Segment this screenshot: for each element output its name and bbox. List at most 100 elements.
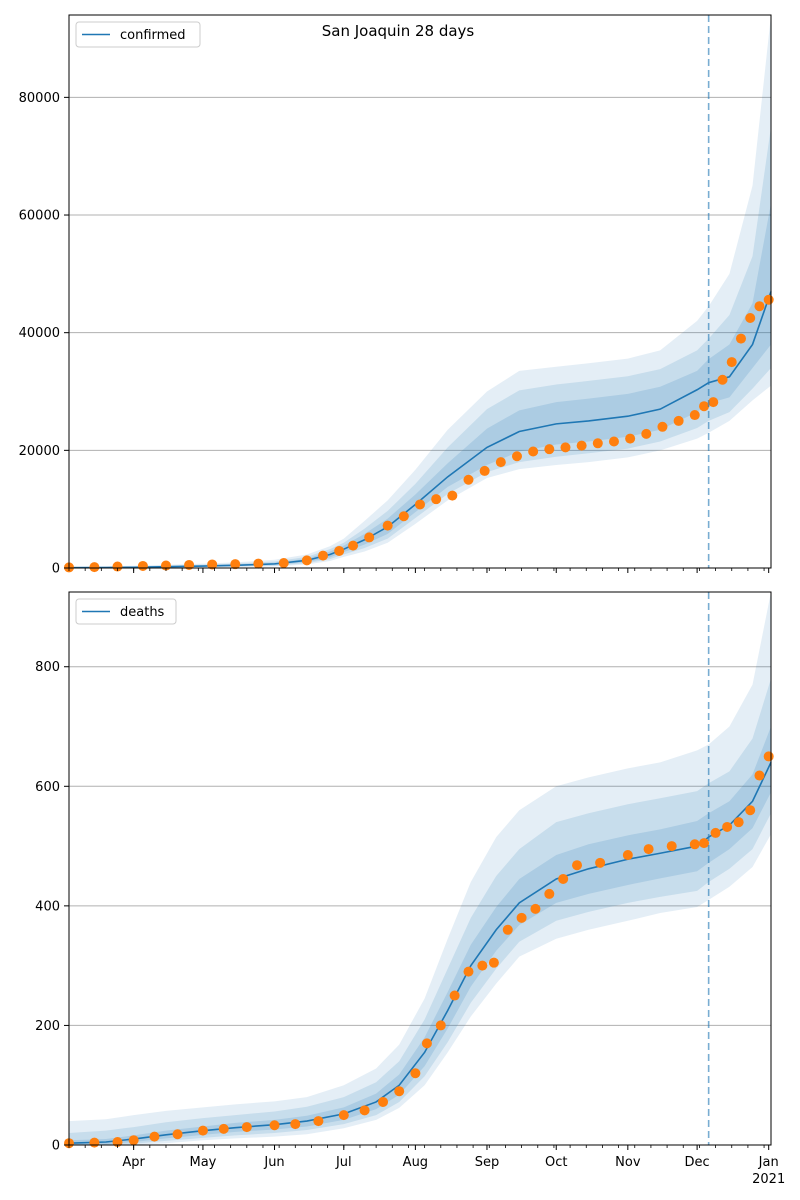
y-tick-label: 80000 bbox=[19, 91, 60, 106]
uncertainty-band bbox=[69, 592, 771, 1145]
y-tick-label: 600 bbox=[35, 780, 60, 795]
y-tick-label: 400 bbox=[35, 899, 60, 914]
x-tick-label: May bbox=[189, 1155, 216, 1170]
observed-point bbox=[528, 446, 539, 457]
observed-point bbox=[502, 924, 513, 935]
observed-point bbox=[745, 805, 756, 816]
legend-box bbox=[75, 598, 177, 625]
legend: deaths bbox=[75, 598, 177, 625]
observed-point bbox=[197, 1125, 208, 1136]
observed-point bbox=[290, 1119, 301, 1130]
x-axis bbox=[68, 568, 770, 573]
observed-point bbox=[89, 1137, 100, 1148]
observed-point bbox=[447, 490, 458, 501]
x-tick-label: Oct bbox=[545, 1155, 567, 1170]
observed-point bbox=[253, 558, 264, 569]
observed-point bbox=[560, 442, 571, 453]
y-tick-label: 40000 bbox=[19, 326, 60, 341]
observed-point bbox=[754, 770, 765, 781]
model-line-segment bbox=[68, 836, 710, 1145]
uncertainty-band bbox=[69, 678, 771, 1145]
observed-point bbox=[763, 294, 774, 305]
observed-point bbox=[278, 557, 289, 568]
grid-lines bbox=[69, 96, 771, 451]
observed-point bbox=[622, 850, 633, 861]
observed-point bbox=[334, 545, 345, 556]
observed-point bbox=[230, 559, 241, 570]
grid-lines bbox=[69, 666, 771, 1026]
uncertainty-band bbox=[69, 15, 771, 568]
observed-point bbox=[673, 415, 684, 426]
observed-point bbox=[592, 438, 603, 449]
legend-box bbox=[75, 21, 201, 48]
x-tick-label: Jun bbox=[263, 1155, 284, 1170]
observed-point bbox=[218, 1123, 229, 1134]
legend-label: confirmed bbox=[120, 28, 186, 43]
observed-point bbox=[754, 301, 765, 312]
observed-point bbox=[394, 1086, 405, 1097]
deaths-chart: 0 200 400 600 800 Apr May Jun Jul Aug Sep Oct Nov De… bbox=[35, 591, 785, 1187]
plot-frame-border bbox=[68, 14, 772, 569]
x-tick-label: Sep bbox=[475, 1155, 500, 1170]
uncertainty-band bbox=[69, 203, 771, 569]
observed-point bbox=[112, 561, 123, 572]
y-tick-label: 800 bbox=[35, 660, 60, 675]
observed-point bbox=[666, 841, 677, 852]
observed-point bbox=[149, 1131, 160, 1142]
observed-point bbox=[717, 374, 728, 385]
x-tick-label: Jan bbox=[758, 1155, 779, 1170]
observed-point bbox=[595, 857, 606, 868]
observed-point bbox=[338, 1110, 349, 1121]
observed-point bbox=[511, 451, 522, 462]
observed-point bbox=[415, 499, 425, 510]
plot-frame-border bbox=[68, 591, 772, 1146]
observed-point bbox=[657, 421, 668, 432]
observed-point bbox=[558, 873, 569, 884]
observed-point bbox=[435, 1020, 446, 1031]
y-tick-label: 0 bbox=[52, 562, 60, 577]
observed-point bbox=[689, 410, 700, 421]
observed-point bbox=[410, 1068, 421, 1079]
y-tick-label: 60000 bbox=[19, 209, 60, 224]
observed-point bbox=[431, 494, 442, 505]
observed-point bbox=[710, 827, 721, 838]
observed-point bbox=[463, 966, 474, 977]
observed-point bbox=[733, 817, 744, 828]
observed-point bbox=[488, 957, 499, 968]
x-tick-label: Dec bbox=[685, 1155, 710, 1170]
observed-point bbox=[313, 1116, 324, 1127]
observed-point bbox=[544, 444, 555, 455]
observed-point bbox=[544, 888, 555, 899]
uncertainty-band bbox=[69, 726, 771, 1145]
observed-points bbox=[64, 751, 774, 1149]
uncertainty-band bbox=[69, 126, 771, 568]
figure-title: San Joaquin 28 days bbox=[322, 22, 475, 40]
observed-point bbox=[722, 821, 733, 832]
observed-point bbox=[477, 960, 488, 971]
x-tick-label: Jul bbox=[335, 1155, 352, 1170]
x-year-label: 2021 bbox=[752, 1172, 785, 1187]
observed-point bbox=[643, 844, 654, 855]
observed-point bbox=[128, 1135, 139, 1146]
x-tick-label: Apr bbox=[122, 1155, 145, 1170]
observed-point bbox=[726, 357, 737, 368]
observed-point bbox=[516, 912, 527, 923]
observed-point bbox=[398, 511, 409, 522]
plot-frame bbox=[68, 14, 772, 569]
observed-point bbox=[572, 860, 583, 871]
observed-point bbox=[608, 436, 619, 447]
observed-point bbox=[318, 550, 329, 561]
observed-point bbox=[745, 312, 756, 323]
observed-point bbox=[172, 1129, 183, 1140]
observed-point bbox=[378, 1096, 389, 1107]
observed-point bbox=[89, 562, 100, 573]
y-tick-label: 0 bbox=[52, 1139, 60, 1154]
observed-point bbox=[625, 433, 636, 444]
y-axis: 0 200 400 600 800 bbox=[35, 660, 69, 1154]
observed-point bbox=[421, 1038, 432, 1049]
observed-point bbox=[207, 559, 218, 570]
plot-frame bbox=[68, 591, 772, 1146]
x-tick-label: Nov bbox=[615, 1155, 641, 1170]
observed-point bbox=[735, 333, 746, 344]
